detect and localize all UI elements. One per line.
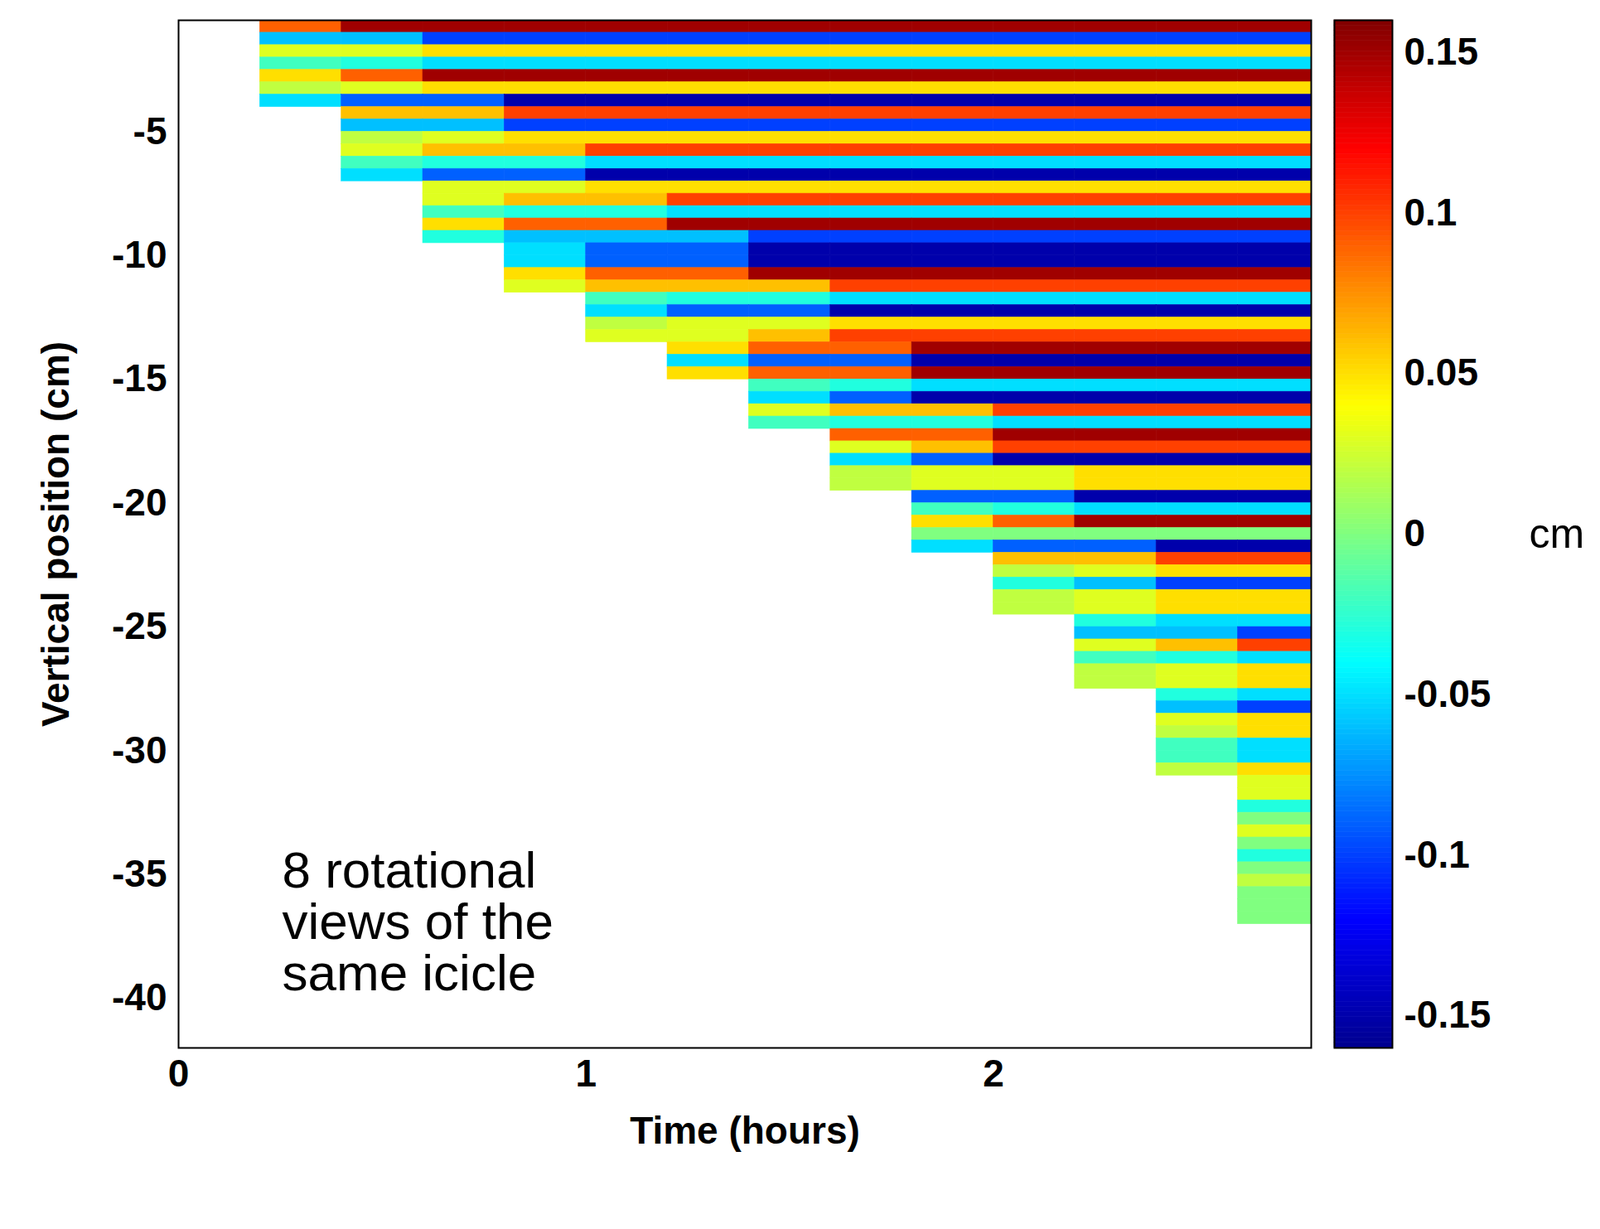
- svg-text:-20: -20: [111, 480, 167, 524]
- svg-text:cm: cm: [1529, 510, 1586, 557]
- svg-text:-35: -35: [111, 851, 167, 895]
- svg-text:-15: -15: [111, 356, 167, 400]
- svg-text:-0.15: -0.15: [1404, 992, 1492, 1036]
- svg-text:-30: -30: [111, 728, 167, 772]
- svg-text:-0.05: -0.05: [1404, 671, 1492, 716]
- svg-text:Time (hours): Time (hours): [629, 1108, 861, 1152]
- svg-text:-0.1: -0.1: [1404, 832, 1470, 876]
- svg-text:Vertical position (cm): Vertical position (cm): [33, 341, 78, 727]
- svg-text:0: 0: [1404, 511, 1426, 555]
- svg-text:8 rotationalviews of thesame i: 8 rotationalviews of thesame icicle: [282, 841, 554, 1001]
- svg-text:1: 1: [575, 1051, 597, 1095]
- svg-text:-40: -40: [111, 975, 167, 1019]
- svg-text:-10: -10: [111, 232, 167, 276]
- svg-text:0.15: 0.15: [1404, 29, 1480, 73]
- svg-text:-5: -5: [133, 109, 168, 153]
- svg-text:-25: -25: [111, 604, 167, 648]
- svg-text:0.1: 0.1: [1404, 190, 1458, 234]
- svg-text:0: 0: [168, 1051, 190, 1095]
- svg-text:2: 2: [982, 1051, 1005, 1095]
- svg-text:0.05: 0.05: [1404, 350, 1480, 394]
